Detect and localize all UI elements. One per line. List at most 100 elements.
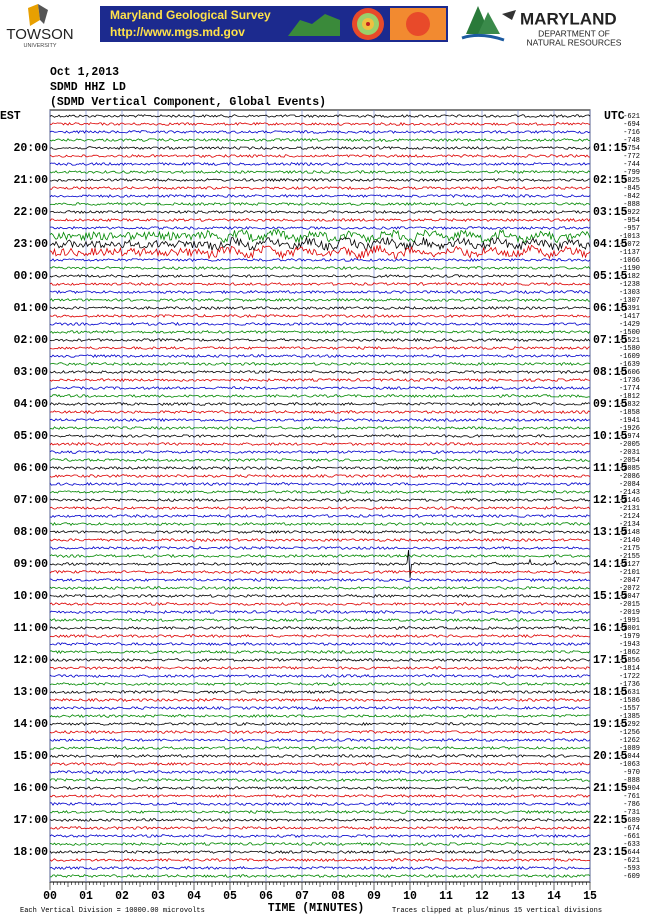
trace-offset: -1856 [619, 657, 640, 665]
trace-offset: -1979 [619, 633, 640, 641]
trace [49, 186, 591, 190]
trace [49, 321, 591, 327]
trace [49, 306, 591, 310]
trace [49, 170, 591, 174]
trace-offset: -633 [623, 841, 640, 849]
utc-label: 18:15 [593, 686, 628, 699]
x-tick-label: 07 [295, 890, 309, 903]
trace-offset: -754 [623, 145, 640, 153]
trace [49, 610, 591, 614]
trace [49, 730, 590, 734]
trace [49, 138, 591, 142]
trace-offset: -1631 [619, 689, 640, 697]
est-label: 15:00 [13, 750, 48, 763]
est-label: 09:00 [13, 558, 48, 571]
utc-label: 10:15 [593, 430, 628, 443]
trace-offset: -845 [623, 185, 640, 193]
trace [49, 794, 590, 799]
trace [49, 666, 591, 670]
mgs-url[interactable]: http://www.mgs.md.gov [110, 25, 245, 39]
utc-label: 07:15 [593, 334, 628, 347]
trace-offset: -1137 [619, 249, 640, 257]
trace-offset: -748 [623, 137, 640, 145]
info-line: SDMD HHZ LD [50, 81, 126, 94]
trace [49, 282, 591, 286]
trace-offset: -1943 [619, 641, 640, 649]
trace-offset: -1991 [619, 617, 640, 625]
trace-offset: -2127 [619, 561, 640, 569]
trace-offset: -1262 [619, 737, 640, 745]
trace-offset: -1391 [619, 305, 640, 313]
utc-label: 22:15 [593, 814, 628, 827]
trace [49, 538, 591, 542]
trace [49, 362, 591, 367]
trace-offset: -621 [623, 857, 640, 865]
trace [49, 858, 591, 862]
trace-offset: -661 [623, 833, 640, 841]
x-tick-label: 02 [115, 890, 129, 903]
trace [49, 777, 591, 782]
utc-label: 12:15 [593, 494, 628, 507]
trace [49, 154, 591, 158]
dnr-title: MARYLAND [520, 9, 617, 28]
trace-offset: -2001 [619, 625, 640, 633]
trace [49, 746, 591, 751]
trace [49, 258, 591, 263]
trace [49, 549, 591, 579]
trace [49, 266, 591, 270]
trace-offset: -2047 [619, 577, 640, 585]
trace [49, 514, 591, 518]
utc-label: 09:15 [593, 398, 628, 411]
trace-offset: -970 [623, 769, 640, 777]
trace [49, 594, 591, 599]
trace [49, 706, 591, 710]
est-label: 01:00 [13, 302, 48, 315]
trace-offset: -904 [623, 785, 640, 793]
mgs-banner[interactable]: Maryland Geological Survey http://www.mg… [100, 6, 448, 42]
trace-offset: -2101 [619, 569, 640, 577]
utc-label: 01:15 [593, 142, 628, 155]
trace [49, 130, 591, 134]
trace [49, 378, 591, 383]
trace-offset: -888 [623, 201, 640, 209]
trace [49, 737, 591, 742]
trace [49, 770, 591, 774]
utc-label: 14:15 [593, 558, 628, 571]
trace-offset: -1926 [619, 425, 640, 433]
trace-offset: -957 [623, 225, 640, 233]
trace [49, 466, 591, 471]
trace-offset: -744 [623, 161, 640, 169]
trace [49, 474, 591, 478]
est-label: 03:00 [13, 366, 48, 379]
mgs-title: Maryland Geological Survey [110, 8, 271, 22]
trace [49, 634, 591, 639]
trace [49, 244, 591, 260]
est-label: 20:00 [13, 142, 48, 155]
trace-offset: -674 [623, 825, 640, 833]
trace [49, 505, 591, 510]
x-tick-label: 08 [331, 890, 345, 903]
est-label: 00:00 [13, 270, 48, 283]
x-tick-label: 04 [187, 890, 201, 903]
x-tick-label: 09 [367, 890, 381, 903]
towson-name: TOWSON [6, 26, 73, 43]
trace-offset: -888 [623, 777, 640, 785]
trace [49, 850, 591, 854]
trace-offset: -2084 [619, 481, 640, 489]
trace [49, 522, 591, 527]
trace [49, 826, 591, 831]
utc-label: 17:15 [593, 654, 628, 667]
trace [49, 530, 591, 534]
trace [49, 418, 590, 423]
trace [49, 442, 591, 446]
trace-offset: -694 [623, 121, 640, 129]
trace-offset: -772 [623, 153, 640, 161]
trace [49, 121, 591, 126]
trace-offset: -2140 [619, 537, 640, 545]
trace-offset: -1814 [619, 665, 640, 673]
trace-offset: -786 [623, 801, 640, 809]
trace-offset: -609 [623, 873, 640, 881]
trace-offset: -1417 [619, 313, 640, 321]
trace-offset: -2148 [619, 529, 640, 537]
